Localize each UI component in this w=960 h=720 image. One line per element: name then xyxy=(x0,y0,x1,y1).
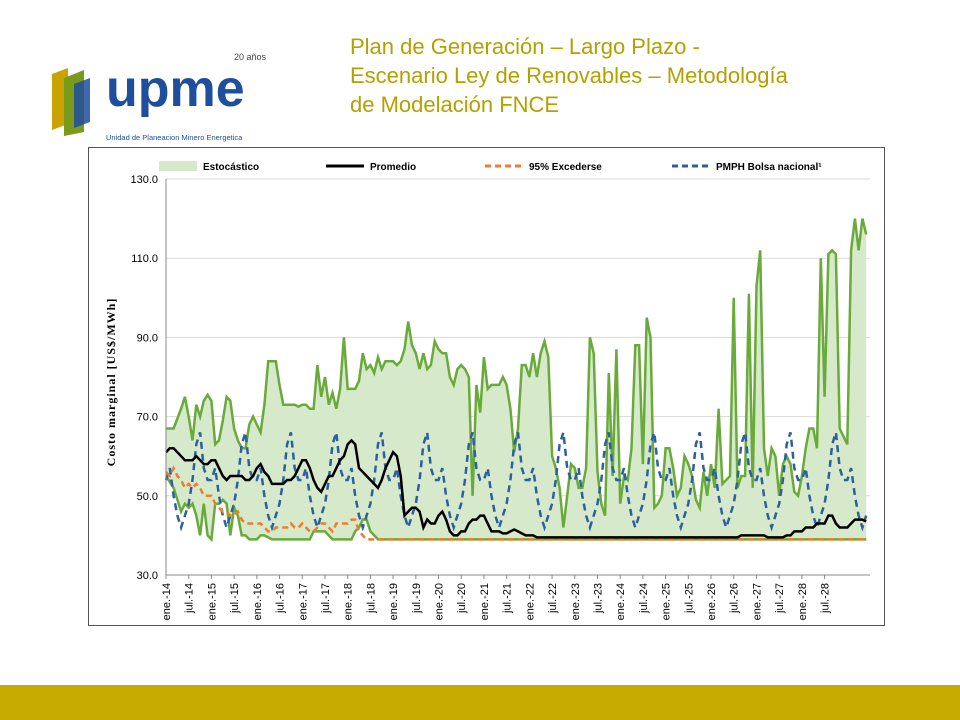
x-tick-label: ene.-14 xyxy=(161,583,173,620)
x-tick-label: ene.-18 xyxy=(343,583,355,620)
excederse-95-line xyxy=(165,465,867,541)
logo-years-badge: 20 años xyxy=(234,52,267,62)
x-tick-label: ene.-28 xyxy=(797,583,809,620)
x-tick-label: jul.-26 xyxy=(729,583,741,614)
x-tick-label: ene.-21 xyxy=(479,583,491,620)
x-tick-label: jul.-19 xyxy=(411,583,423,614)
y-tick-label: 30.0 xyxy=(137,570,158,582)
legend-label: PMPH Bolsa nacional¹ xyxy=(716,162,822,173)
legend-swatch-band xyxy=(159,161,197,171)
chart-legend: Estocástico Promedio 95% Excederse PMPH Bol… xyxy=(159,161,822,173)
x-tick-label: jul.-17 xyxy=(320,583,332,614)
x-tick-label: jul.-24 xyxy=(638,583,650,614)
x-tick-label: ene.-22 xyxy=(524,583,536,620)
x-tick-label: jul.-27 xyxy=(774,583,786,614)
x-tick-label: jul.-15 xyxy=(229,583,241,614)
y-tick-label: 70.0 xyxy=(137,412,158,424)
cost-chart: 30.0 50.0 70.0 90.0 110.0 130.0 ene.-14 jul.-14… xyxy=(104,161,870,620)
x-tick-label: ene.-25 xyxy=(661,583,673,620)
y-tick-label: 50.0 xyxy=(137,491,158,503)
y-axis-title: Costo marginal [US$/MWh] xyxy=(104,298,118,467)
x-tick-label: jul.-23 xyxy=(592,583,604,614)
axes-layer: 30.0 50.0 70.0 90.0 110.0 130.0 ene.-14 jul.-14… xyxy=(130,174,870,620)
x-tick-label: ene.-20 xyxy=(434,583,446,620)
logo-subtitle: Unidad de Planeacion Minero Energetica xyxy=(106,133,243,142)
upme-logo: upme 20 años Unidad de Planeacion Minero… xyxy=(44,44,284,150)
x-tick-label: ene.-15 xyxy=(206,583,218,620)
footer-bar xyxy=(0,685,960,720)
y-tick-label: 110.0 xyxy=(131,253,158,265)
x-tick-label: ene.-26 xyxy=(706,583,718,620)
series-layer xyxy=(164,432,868,541)
y-tick-label: 90.0 xyxy=(137,332,158,344)
title-line-3: de Modelación FNCE xyxy=(350,92,560,117)
legend-label: 95% Excederse xyxy=(529,162,602,173)
x-tick-label: ene.-17 xyxy=(297,583,309,620)
x-tick-label: jul.-14 xyxy=(184,583,196,614)
pmph-bolsa-line xyxy=(164,432,868,532)
y-tick-label: 130.0 xyxy=(130,174,158,186)
x-tick-label: ene.-23 xyxy=(570,583,582,620)
x-tick-label: jul.-18 xyxy=(365,583,377,614)
chart-frame: 30.0 50.0 70.0 90.0 110.0 130.0 ene.-14 jul.-14… xyxy=(88,147,885,626)
x-tick-label: jul.-20 xyxy=(456,583,468,614)
logo-wordmark: upme xyxy=(106,60,245,118)
title-line-1: Plan de Generación – Largo Plazo - xyxy=(350,34,700,59)
legend-label: Promedio xyxy=(370,162,416,173)
logo-leaf-blue xyxy=(74,78,90,128)
x-tick-label: ene.-19 xyxy=(388,583,400,620)
x-tick-label: jul.-16 xyxy=(275,583,287,614)
legend-label: Estocástico xyxy=(203,162,259,173)
title-line-2: Escenario Ley de Renovables – Metodologí… xyxy=(350,63,788,88)
x-tick-label: ene.-24 xyxy=(615,583,627,620)
slide-title: Plan de Generación – Largo Plazo - Escen… xyxy=(350,32,910,119)
upme-logo-graphic: upme 20 años Unidad de Planeacion Minero… xyxy=(52,52,267,142)
x-tick-label: jul.-28 xyxy=(820,583,832,614)
band-layer xyxy=(164,218,868,543)
x-tick-label: ene.-27 xyxy=(751,583,763,620)
x-tick-label: jul.-22 xyxy=(547,583,559,614)
x-tick-label: ene.-16 xyxy=(252,583,264,620)
x-tick-label: jul.-25 xyxy=(683,583,695,614)
x-tick-label: jul.-21 xyxy=(502,583,514,614)
promedio-line xyxy=(165,438,867,539)
